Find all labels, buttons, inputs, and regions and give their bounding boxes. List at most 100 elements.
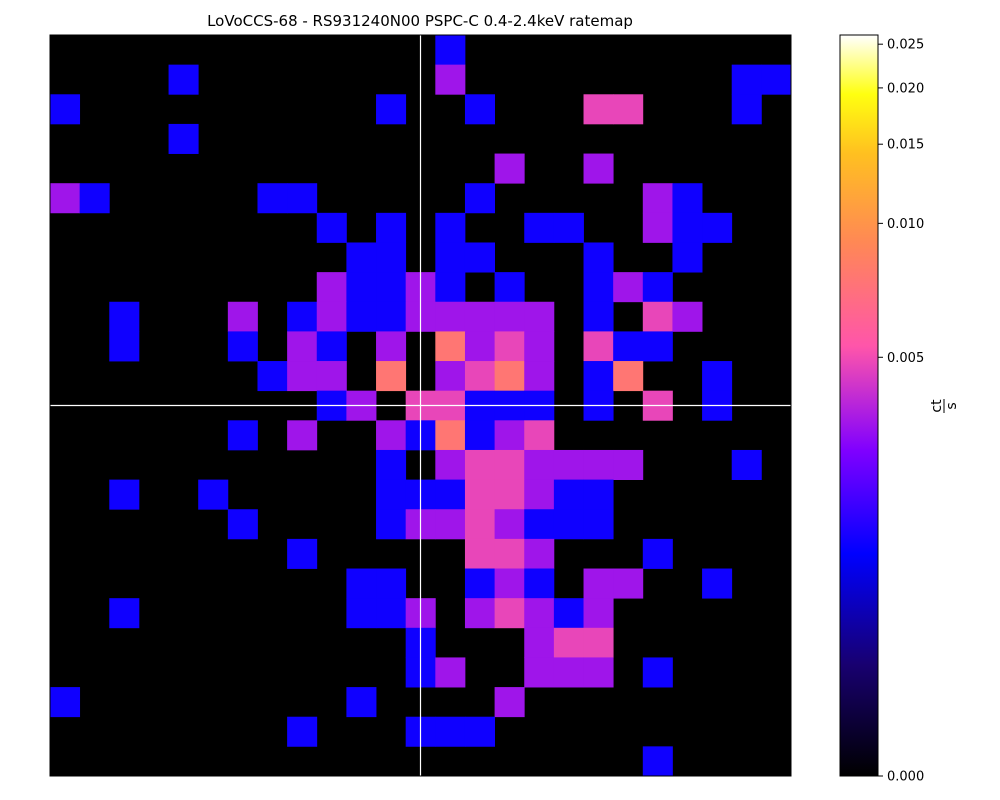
heatmap-cell	[583, 331, 614, 362]
heatmap-cell	[346, 272, 377, 303]
heatmap-cell	[613, 361, 644, 392]
heatmap-cell	[524, 509, 555, 540]
heatmap-cell	[435, 242, 466, 273]
heatmap-cell	[553, 657, 584, 688]
heatmap-cell	[642, 301, 673, 332]
heatmap-cell	[524, 598, 555, 629]
heatmap-cell	[642, 538, 673, 569]
heatmap-cell	[435, 479, 466, 510]
heatmap-cell	[494, 449, 525, 480]
heatmap-cell	[257, 361, 288, 392]
heatmap-cell	[494, 479, 525, 510]
heatmap-cell	[642, 746, 673, 777]
heatmap-cell	[642, 331, 673, 362]
plot-area	[49, 34, 792, 777]
heatmap-cell	[464, 509, 495, 540]
heatmap-cell	[553, 598, 584, 629]
heatmap-cell	[464, 449, 495, 480]
heatmap-cell	[316, 361, 347, 392]
heatmap-cell	[435, 301, 466, 332]
heatmap-cell	[553, 627, 584, 658]
heatmap-cell	[376, 449, 407, 480]
heatmap-cell	[227, 331, 258, 362]
heatmap-cell	[316, 212, 347, 243]
heatmap-cell	[376, 420, 407, 451]
heatmap-cell	[50, 183, 81, 214]
unit-numerator: ct	[929, 399, 945, 413]
heatmap-cell	[346, 568, 377, 599]
heatmap-cell	[494, 272, 525, 303]
heatmap-cell	[376, 361, 407, 392]
heatmap-cell	[109, 331, 140, 362]
heatmap-cell	[464, 361, 495, 392]
heatmap-cell	[524, 538, 555, 569]
heatmap-cell	[227, 509, 258, 540]
heatmap-cell	[731, 64, 762, 95]
heatmap-cell	[50, 94, 81, 125]
heatmap-cell	[435, 331, 466, 362]
heatmap-cell	[168, 64, 199, 95]
heatmap-cell	[494, 538, 525, 569]
heatmap-cell	[376, 568, 407, 599]
heatmap-cell	[613, 272, 644, 303]
heatmap-cell	[435, 272, 466, 303]
heatmap-cell	[435, 212, 466, 243]
heatmap-cell	[435, 449, 466, 480]
heatmap-cell	[287, 361, 318, 392]
heatmap-cell	[494, 568, 525, 599]
heatmap-cell	[583, 153, 614, 184]
heatmap-cell	[464, 94, 495, 125]
heatmap-cell	[287, 420, 318, 451]
heatmap-cell	[464, 568, 495, 599]
heatmap-cell	[494, 420, 525, 451]
heatmap-cell	[761, 64, 792, 95]
heatmap-cell	[524, 657, 555, 688]
heatmap-cell	[553, 509, 584, 540]
heatmap-cell	[524, 479, 555, 510]
heatmap-cell	[494, 509, 525, 540]
colorbar-tick-label: 0.025	[887, 38, 924, 53]
heatmap-cell	[435, 361, 466, 392]
heatmap-cell	[316, 331, 347, 362]
heatmap-cell	[435, 509, 466, 540]
heatmap-cell	[583, 509, 614, 540]
heatmap-cell	[583, 94, 614, 125]
colorbar-tick-label: 0.020	[887, 81, 924, 96]
heatmap-cell	[524, 627, 555, 658]
heatmap-cell	[524, 331, 555, 362]
heatmap-cell	[702, 212, 733, 243]
heatmap-cell	[702, 568, 733, 599]
heatmap-cell	[376, 94, 407, 125]
heatmap-cell	[583, 449, 614, 480]
colorbar-tick-label: 0.000	[887, 770, 924, 785]
heatmap-cell	[464, 301, 495, 332]
heatmap-cell	[346, 598, 377, 629]
heatmap-cell	[287, 183, 318, 214]
heatmap-cell	[376, 301, 407, 332]
heatmap-cell	[287, 716, 318, 747]
heatmap-cell	[494, 687, 525, 718]
heatmap-cell	[613, 568, 644, 599]
heatmap-cell	[494, 153, 525, 184]
heatmap-cell	[642, 657, 673, 688]
heatmap-cell	[257, 183, 288, 214]
colorbar-ticks: 0.000 0.005 0.010 0.015 0.020 0.025	[878, 38, 924, 785]
colorbar-tick-label: 0.005	[887, 351, 924, 366]
heatmap-cell	[109, 479, 140, 510]
heatmap-cell	[346, 242, 377, 273]
heatmap-cell	[376, 509, 407, 540]
heatmap-cell	[464, 598, 495, 629]
heatmap-cell	[168, 123, 199, 154]
heatmap-cell	[583, 568, 614, 599]
heatmap-cell	[731, 449, 762, 480]
heatmap-cell	[494, 598, 525, 629]
heatmap-cell	[376, 212, 407, 243]
heatmap-cell	[524, 449, 555, 480]
heatmap-cell	[553, 212, 584, 243]
heatmap-cell	[435, 657, 466, 688]
colorbar-unit-label: ct s	[929, 399, 960, 413]
heatmap-cell	[198, 479, 229, 510]
heatmap-cell	[583, 479, 614, 510]
heatmap-cell	[672, 212, 703, 243]
